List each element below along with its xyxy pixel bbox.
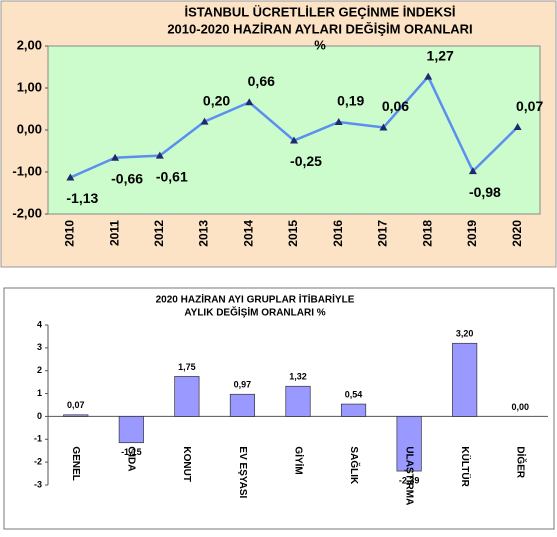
x-tick-label: 2011 <box>107 220 121 246</box>
marker <box>111 153 120 161</box>
y-tick-label: 2 <box>37 365 42 375</box>
bar <box>174 376 200 417</box>
y-tick-label: 2,00 <box>17 37 42 52</box>
value-label: 0,07 <box>67 400 85 410</box>
bar <box>396 416 422 472</box>
value-label: -1,15 <box>121 447 142 457</box>
x-tick-label: ULAŞTIRMA <box>403 446 414 505</box>
marker <box>513 123 522 131</box>
y-tick-label: 1 <box>37 388 42 398</box>
x-tick-label: EV EŞYASI <box>237 446 248 498</box>
x-tick-label: 2014 <box>241 220 255 247</box>
x-tick-label: 2012 <box>152 220 166 247</box>
x-tick-label: 2010 <box>63 220 77 247</box>
value-label: -0,98 <box>469 184 501 200</box>
y-tick-label: 0 <box>37 411 42 421</box>
bar <box>118 416 144 444</box>
y-tick-label: 0,00 <box>17 121 42 136</box>
marker <box>66 173 75 181</box>
x-tick-label: DİĞER <box>515 446 528 478</box>
y-tick-label: -3 <box>34 479 42 489</box>
value-label: 0,06 <box>382 98 409 114</box>
y-tick-label: 4 <box>37 319 42 329</box>
value-label: 0,07 <box>516 98 543 114</box>
chart-title: 2020 HAZİRAN AYI GRUPLAR İTİBARİYLE <box>156 293 355 306</box>
x-tick-label: 2017 <box>376 220 390 247</box>
value-label: 0,66 <box>248 73 275 89</box>
value-label: -0,66 <box>111 170 143 186</box>
y-tick-label: -2 <box>34 457 42 467</box>
value-label: -0,61 <box>156 168 188 184</box>
chart-subtitle: AYLIK DEĞİŞİM ORANLARI % <box>184 306 325 319</box>
value-label: 3,20 <box>456 329 474 339</box>
bar <box>229 393 256 417</box>
value-label: 0,97 <box>234 380 252 390</box>
x-tick-label: 2016 <box>331 220 345 247</box>
x-tick-label: 2018 <box>420 220 434 247</box>
x-tick-label: GENEL <box>70 446 81 480</box>
plot-area <box>47 45 541 215</box>
y-tick-label: -1,00 <box>12 163 42 178</box>
y-tick-label: -2,00 <box>12 205 42 220</box>
chart-subtitle: 2010-2020 HAZİRAN AYLARI DEĞİŞİM ORANLAR… <box>167 21 472 36</box>
marker <box>200 117 209 125</box>
value-label: 1,32 <box>289 372 307 382</box>
marker <box>379 123 388 131</box>
bar <box>340 403 367 417</box>
x-tick-label: GİYİM <box>292 446 305 474</box>
x-tick-label: 2015 <box>286 220 300 247</box>
bar <box>63 414 89 417</box>
x-tick-label: SAĞLIK <box>348 446 361 485</box>
value-label: 1,27 <box>427 47 454 63</box>
value-label: -2,39 <box>399 475 420 485</box>
unit: % <box>314 37 326 52</box>
y-tick-label: -1 <box>34 434 42 444</box>
x-tick-label: KÜLTÜR <box>459 446 472 487</box>
value-label: 0,19 <box>337 93 364 109</box>
x-tick-label: KONUT <box>181 446 192 482</box>
marker <box>334 118 343 126</box>
value-label: -0,25 <box>290 153 322 169</box>
x-tick-label: GIDA <box>126 446 137 471</box>
y-tick-label: 3 <box>37 342 42 352</box>
marker <box>424 72 433 80</box>
y-tick-label: 1,00 <box>17 79 42 94</box>
x-tick-label: 2019 <box>465 220 479 247</box>
bar <box>285 385 311 417</box>
marker <box>155 151 164 159</box>
value-label: 0,20 <box>203 92 230 108</box>
value-label: 0,00 <box>511 402 529 412</box>
marker <box>245 98 254 106</box>
chart-title: İSTANBUL ÜCRETLİLER GEÇİNME İNDEKSİ <box>184 4 455 19</box>
marker <box>290 136 298 144</box>
value-label: 0,54 <box>345 389 363 399</box>
x-tick-label: 2013 <box>197 220 211 247</box>
x-tick-label: 2020 <box>510 220 524 247</box>
bar <box>452 342 478 417</box>
marker <box>468 167 477 175</box>
value-label: 1,75 <box>178 362 196 372</box>
value-label: -1,13 <box>66 190 98 206</box>
